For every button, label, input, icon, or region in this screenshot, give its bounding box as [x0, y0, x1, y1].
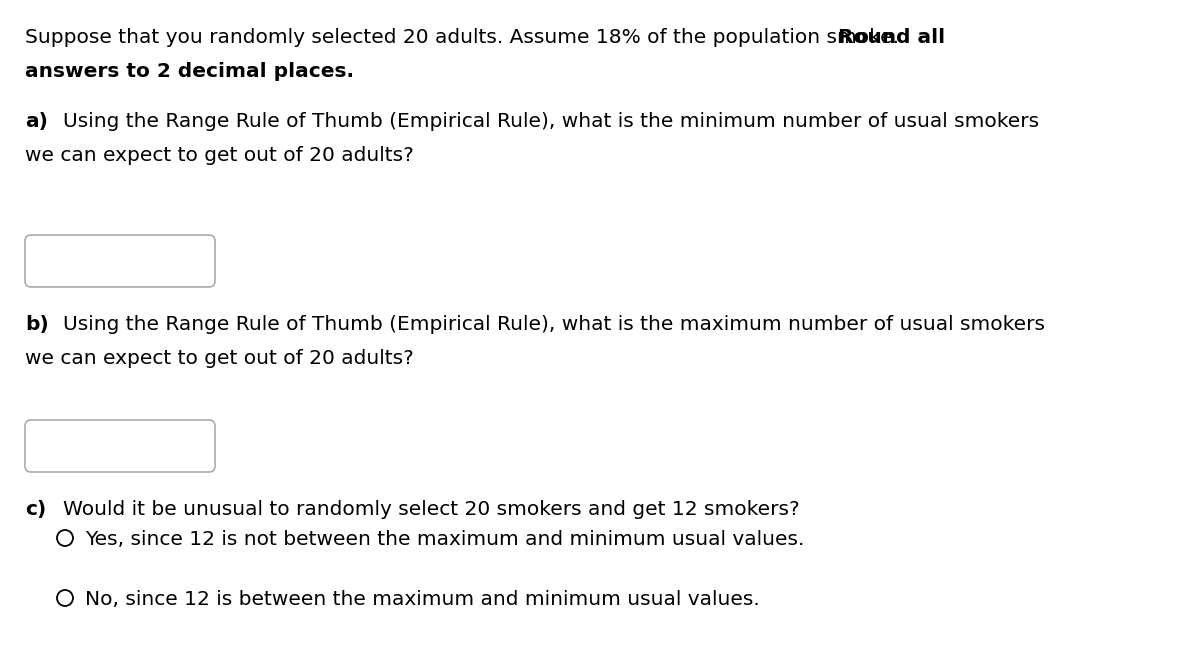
Text: Using the Range Rule of Thumb (Empirical Rule), what is the minimum number of us: Using the Range Rule of Thumb (Empirical… [64, 112, 1039, 131]
Text: No, since 12 is between the maximum and minimum usual values.: No, since 12 is between the maximum and … [85, 590, 760, 609]
Text: c): c) [25, 500, 47, 519]
Text: we can expect to get out of 20 adults?: we can expect to get out of 20 adults? [25, 349, 414, 368]
Text: Yes, since 12 is not between the maximum and minimum usual values.: Yes, since 12 is not between the maximum… [85, 530, 804, 549]
FancyBboxPatch shape [25, 235, 215, 287]
Text: Would it be unusual to randomly select 20 smokers and get 12 smokers?: Would it be unusual to randomly select 2… [64, 500, 799, 519]
Text: answers to 2 decimal places.: answers to 2 decimal places. [25, 62, 354, 81]
Text: a): a) [25, 112, 48, 131]
Text: Round all: Round all [838, 28, 946, 47]
Text: Using the Range Rule of Thumb (Empirical Rule), what is the maximum number of us: Using the Range Rule of Thumb (Empirical… [64, 315, 1045, 334]
Text: we can expect to get out of 20 adults?: we can expect to get out of 20 adults? [25, 146, 414, 165]
Text: b): b) [25, 315, 49, 334]
Text: Suppose that you randomly selected 20 adults. Assume 18% of the population smoke: Suppose that you randomly selected 20 ad… [25, 28, 912, 47]
FancyBboxPatch shape [25, 420, 215, 472]
